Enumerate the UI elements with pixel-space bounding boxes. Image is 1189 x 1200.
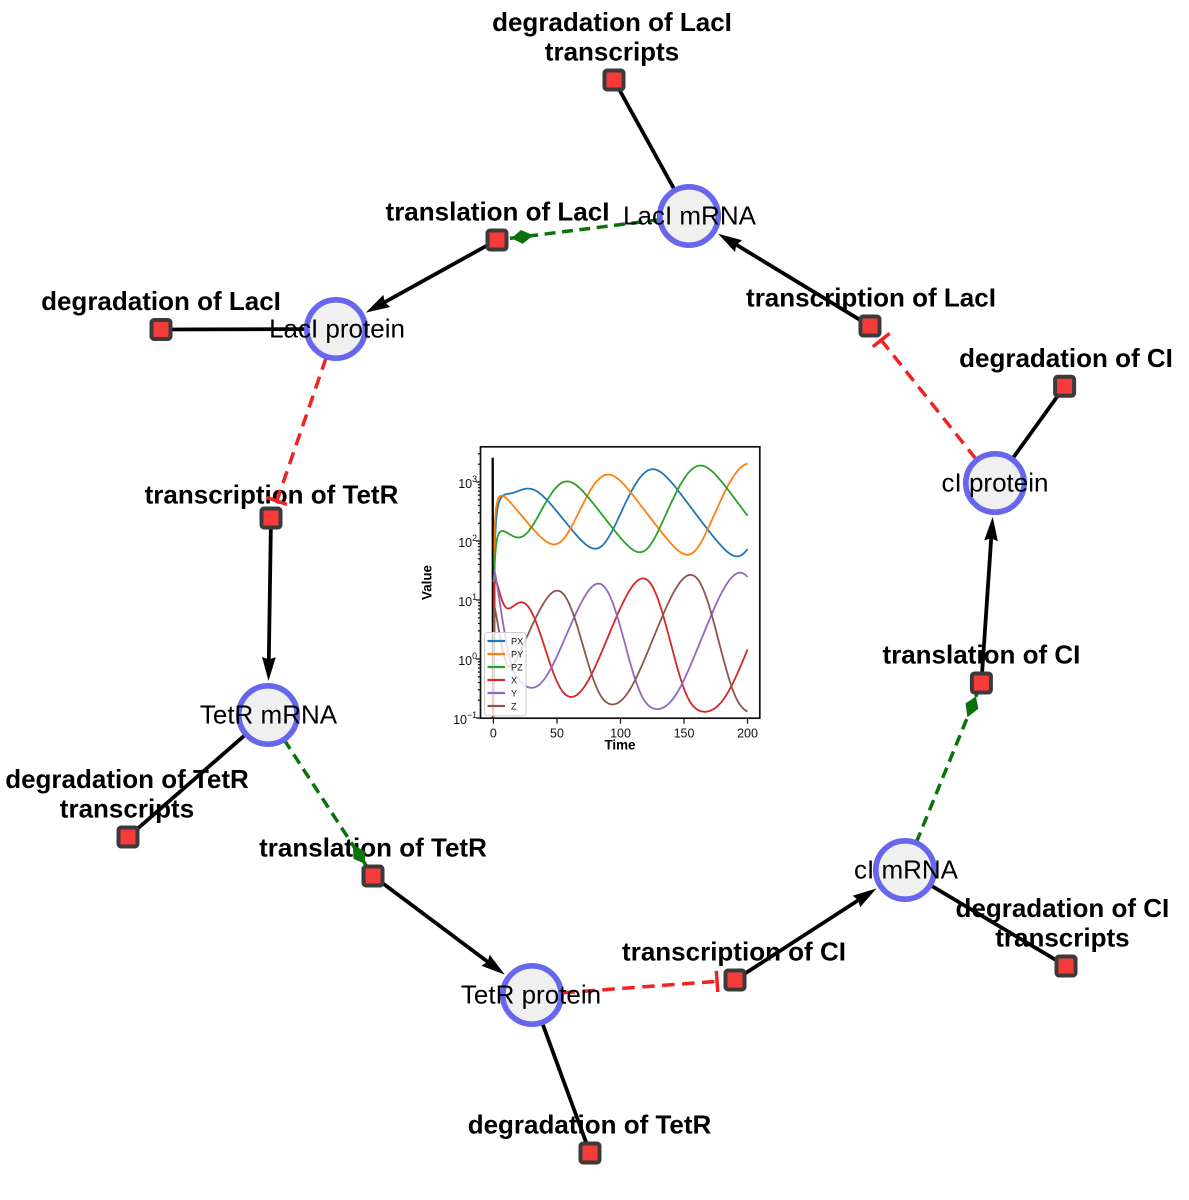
- svg-text:X: X: [511, 675, 517, 685]
- svg-text:100: 100: [458, 651, 477, 668]
- svg-text:0: 0: [490, 726, 497, 740]
- svg-text:cI protein: cI protein: [942, 468, 1049, 498]
- svg-text:degradation of TetR: degradation of TetR: [468, 1110, 712, 1140]
- svg-text:10−1: 10−1: [453, 710, 477, 727]
- svg-text:LacI mRNA: LacI mRNA: [623, 201, 757, 231]
- svg-text:transcription of CI: transcription of CI: [622, 937, 846, 967]
- svg-text:200: 200: [737, 726, 758, 740]
- svg-text:103: 103: [458, 474, 477, 491]
- svg-text:50: 50: [550, 726, 564, 740]
- svg-text:degradation of CI: degradation of CI: [956, 893, 1170, 923]
- svg-text:PY: PY: [511, 649, 523, 659]
- svg-text:101: 101: [458, 592, 477, 609]
- svg-text:TetR protein: TetR protein: [461, 980, 601, 1010]
- svg-text:transcripts: transcripts: [545, 37, 679, 67]
- svg-text:translation of LacI: translation of LacI: [386, 197, 610, 227]
- svg-text:Time: Time: [604, 738, 635, 753]
- svg-text:100: 100: [610, 726, 631, 740]
- svg-text:PZ: PZ: [511, 662, 523, 672]
- svg-text:Z: Z: [511, 701, 517, 711]
- svg-text:transcription of TetR: transcription of TetR: [145, 479, 399, 509]
- svg-text:LacI protein: LacI protein: [269, 314, 405, 344]
- svg-text:TetR mRNA: TetR mRNA: [200, 700, 338, 730]
- svg-text:PX: PX: [511, 636, 523, 646]
- svg-text:102: 102: [458, 533, 477, 550]
- svg-text:translation of TetR: translation of TetR: [259, 833, 487, 863]
- svg-text:Y: Y: [511, 688, 517, 698]
- svg-text:Value: Value: [420, 565, 435, 600]
- svg-text:degradation of CI: degradation of CI: [959, 343, 1173, 373]
- svg-text:transcription of LacI: transcription of LacI: [746, 283, 996, 313]
- svg-text:degradation of TetR: degradation of TetR: [5, 764, 249, 794]
- svg-text:degradation of LacI: degradation of LacI: [492, 7, 732, 37]
- svg-text:cI mRNA: cI mRNA: [854, 855, 959, 885]
- svg-text:150: 150: [674, 726, 695, 740]
- svg-text:degradation of LacI: degradation of LacI: [41, 286, 281, 316]
